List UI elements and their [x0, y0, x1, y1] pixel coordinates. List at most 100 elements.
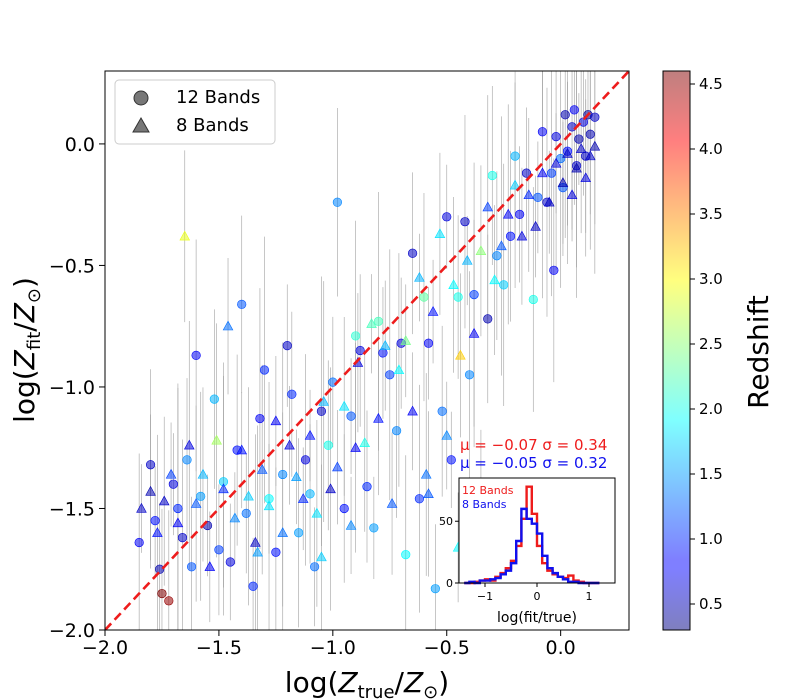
point-8-bands: [584, 150, 596, 161]
point-8-bands: [325, 483, 336, 494]
point-12-bands: [168, 479, 178, 489]
inset-histogram-bars: [464, 485, 600, 585]
y-axis: −2.0 −1.5 −1.0 −0.5 0.0: [49, 134, 105, 642]
point-12-bands: [537, 127, 548, 137]
colorbar-gradient: [662, 70, 691, 631]
point-8-bands: [145, 485, 156, 496]
point-12-bands: [237, 299, 247, 309]
point-8-bands: [277, 527, 289, 537]
point-12-bands: [446, 455, 456, 465]
point-8-bands: [373, 412, 384, 423]
point-12-bands: [248, 581, 258, 591]
point-12-bands: [487, 170, 497, 181]
data-points: [134, 105, 601, 606]
inset-x-tick-label: 1: [586, 590, 593, 603]
point-12-bands: [191, 350, 201, 360]
legend-box: [114, 79, 276, 145]
point-12-bands: [505, 231, 516, 241]
point-12-bands: [460, 217, 470, 227]
y-tick-label: −2.0: [49, 620, 95, 642]
point-8-bands: [482, 201, 494, 212]
point-8-bands: [386, 497, 398, 508]
point-8-bands: [250, 536, 261, 547]
point-12-bands: [585, 129, 595, 139]
point-8-bands: [509, 179, 521, 190]
point-12-bands: [177, 533, 188, 543]
point-12-bands: [150, 516, 160, 526]
point-8-bands: [229, 512, 241, 523]
inset-x-tick-label: 0: [534, 590, 541, 603]
point-12-bands: [492, 251, 502, 261]
stats-8-bands: μ = −0.05 σ = 0.32: [460, 454, 607, 472]
point-12-bands: [155, 564, 165, 574]
point-12-bands: [294, 528, 304, 538]
point-8-bands: [441, 429, 453, 440]
legend-triangle-marker: [132, 116, 150, 133]
point-8-bands: [152, 527, 163, 537]
point-12-bands: [499, 280, 509, 290]
one-to-one-line: [105, 71, 629, 630]
point-8-bands: [197, 468, 209, 479]
point-8-bands: [350, 442, 361, 452]
point-12-bands: [225, 557, 235, 567]
point-8-bands: [468, 327, 480, 338]
point-12-bands: [551, 132, 561, 142]
point-12-bands: [414, 494, 425, 504]
point-12-bands: [255, 413, 265, 424]
point-8-bands: [550, 157, 562, 168]
point-12-bands: [278, 469, 288, 480]
point-8-bands: [589, 140, 601, 151]
point-12-bands: [310, 562, 320, 572]
point-12-bands: [271, 547, 281, 557]
point-12-bands: [430, 584, 440, 594]
legend-circle-marker: [133, 90, 149, 106]
point-12-bands: [362, 482, 372, 492]
point-12-bands: [346, 411, 356, 421]
inset-x-label: log(fit/true): [497, 610, 577, 626]
point-8-bands: [496, 240, 507, 251]
point-8-bands: [366, 318, 377, 328]
point-8-bands: [284, 439, 295, 450]
point-12-bands: [300, 455, 311, 465]
point-8-bands: [291, 471, 302, 481]
point-12-bands: [546, 168, 557, 178]
point-12-bands: [339, 503, 349, 514]
point-12-bands: [378, 348, 388, 358]
inset-x-tick-label: −1: [477, 590, 493, 603]
point-12-bands: [259, 365, 270, 375]
colorbar-tick-label: 4.5: [699, 75, 723, 93]
colorbar-tick-label: 2.0: [699, 400, 723, 418]
point-8-bands: [423, 488, 434, 498]
point-8-bands: [158, 495, 170, 506]
y-tick-label: −0.5: [49, 255, 95, 277]
point-12-bands: [483, 314, 493, 324]
point-8-bands: [211, 434, 222, 445]
point-12-bands: [209, 394, 219, 404]
legend: 12 Bands 8 Bands: [114, 79, 276, 145]
point-12-bands: [287, 389, 297, 399]
legend-label-8-bands: 8 Bands: [176, 115, 249, 136]
point-12-bands: [401, 550, 411, 560]
point-8-bands: [571, 162, 582, 173]
point-12-bands: [305, 489, 315, 499]
point-8-bands: [379, 340, 391, 350]
point-8-bands: [489, 274, 500, 285]
colorbar-tick-label: 2.5: [699, 335, 723, 353]
point-8-bands: [530, 220, 541, 231]
point-8-bands: [243, 490, 254, 501]
point-8-bands: [537, 167, 548, 178]
x-tick-label: 0.0: [546, 637, 576, 659]
point-8-bands: [338, 400, 350, 411]
point-12-bands: [515, 209, 525, 219]
x-axis: −2.0 −1.5 −1.0 −0.5 0.0: [82, 630, 576, 659]
point-12-bands: [437, 406, 447, 416]
colorbar: 0.5 1.0 1.5 2.0 2.5 3.0 3.5 4.0 4.5 Redshift: [662, 70, 775, 631]
y-tick-label: −1.5: [49, 498, 95, 520]
point-12-bands: [241, 508, 251, 518]
point-8-bands: [562, 148, 573, 158]
point-8-bands: [218, 483, 229, 494]
point-12-bands: [419, 292, 429, 302]
point-8-bands: [475, 245, 487, 255]
point-12-bands: [351, 331, 361, 341]
